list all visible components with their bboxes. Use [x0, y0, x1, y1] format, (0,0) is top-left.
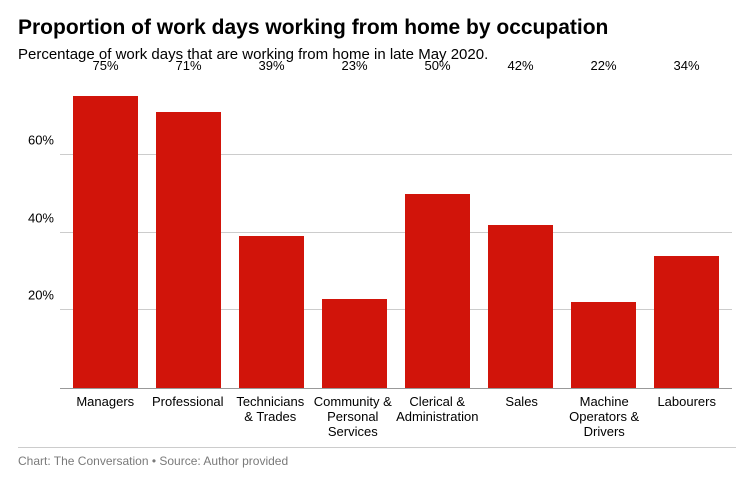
- x-tick-label: Machine Operators & Drivers: [563, 391, 646, 437]
- chart-area: 20% 40% 60% 75% 71% 39% 23% 50%: [18, 77, 736, 437]
- bar-value-label: 50%: [396, 58, 479, 73]
- chart-footer: Chart: The Conversation • Source: Author…: [18, 448, 736, 468]
- bar: [571, 302, 636, 388]
- y-tick-label: 20%: [20, 288, 54, 303]
- bar-slot: 42%: [479, 77, 562, 388]
- bars-container: 75% 71% 39% 23% 50% 42%: [60, 77, 732, 388]
- bar: [322, 299, 387, 388]
- plot-area: 20% 40% 60% 75% 71% 39% 23% 50%: [60, 77, 732, 389]
- bar: [488, 225, 553, 388]
- bar: [156, 112, 221, 388]
- bar: [405, 194, 470, 388]
- bar: [239, 236, 304, 388]
- x-tick-label: Professional: [147, 391, 230, 437]
- bar-slot: 39%: [230, 77, 313, 388]
- chart-title: Proportion of work days working from hom…: [18, 16, 736, 40]
- bar-value-label: 39%: [230, 58, 313, 73]
- bar: [73, 96, 138, 388]
- x-tick-label: Community & Personal Services: [312, 391, 395, 437]
- bar-value-label: 75%: [64, 58, 147, 73]
- bar-value-label: 34%: [645, 58, 728, 73]
- bar-slot: 75%: [64, 77, 147, 388]
- bar-slot: 71%: [147, 77, 230, 388]
- bar-value-label: 22%: [562, 58, 645, 73]
- y-tick-label: 60%: [20, 132, 54, 147]
- bar-value-label: 42%: [479, 58, 562, 73]
- bar: [654, 256, 719, 388]
- x-tick-label: Clerical & Administration: [394, 391, 480, 437]
- x-tick-label: Managers: [64, 391, 147, 437]
- bar-slot: 50%: [396, 77, 479, 388]
- y-tick-label: 40%: [20, 210, 54, 225]
- x-tick-label: Sales: [480, 391, 563, 437]
- bar-slot: 34%: [645, 77, 728, 388]
- bar-slot: 23%: [313, 77, 396, 388]
- x-tick-label: Technicians & Trades: [229, 391, 312, 437]
- bar-value-label: 23%: [313, 58, 396, 73]
- bar-slot: 22%: [562, 77, 645, 388]
- bar-value-label: 71%: [147, 58, 230, 73]
- x-axis-labels: Managers Professional Technicians & Trad…: [60, 391, 732, 437]
- x-tick-label: Labourers: [645, 391, 728, 437]
